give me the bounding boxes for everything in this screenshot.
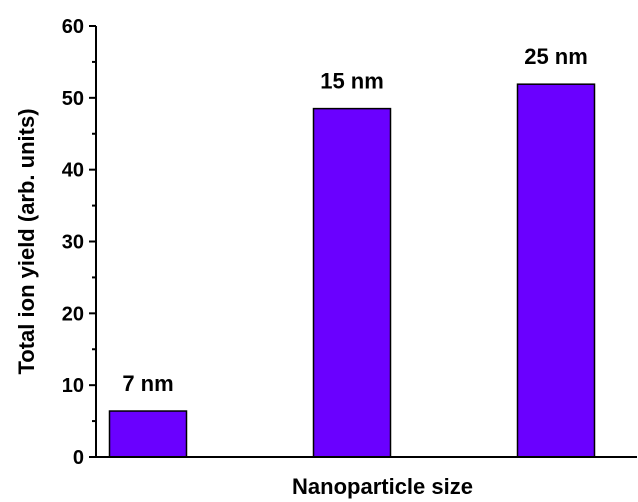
x-axis-title: Nanoparticle size <box>292 474 473 499</box>
y-tick-label: 60 <box>62 16 84 38</box>
bar-labels: 7 nm 15 nm 25 nm <box>122 44 587 396</box>
bar-label: 7 nm <box>122 371 173 396</box>
bar-series <box>108 83 596 458</box>
bar-label: 15 nm <box>320 69 384 94</box>
y-tick-label: 10 <box>62 375 84 397</box>
bar-25-nm <box>516 83 596 458</box>
y-tick-label: 50 <box>62 88 84 110</box>
bar-15-nm <box>312 107 392 458</box>
y-tick-label: 0 <box>73 447 84 469</box>
y-tick-label: 20 <box>62 303 84 325</box>
bar-label: 25 nm <box>524 44 588 69</box>
y-axis-ticks: 0 10 20 30 40 50 60 <box>62 16 96 469</box>
y-tick-label: 40 <box>62 160 84 182</box>
bar-7-nm <box>108 410 188 458</box>
y-axis-title: Total ion yield (arb. units) <box>14 108 39 374</box>
y-tick-label: 30 <box>62 232 84 254</box>
